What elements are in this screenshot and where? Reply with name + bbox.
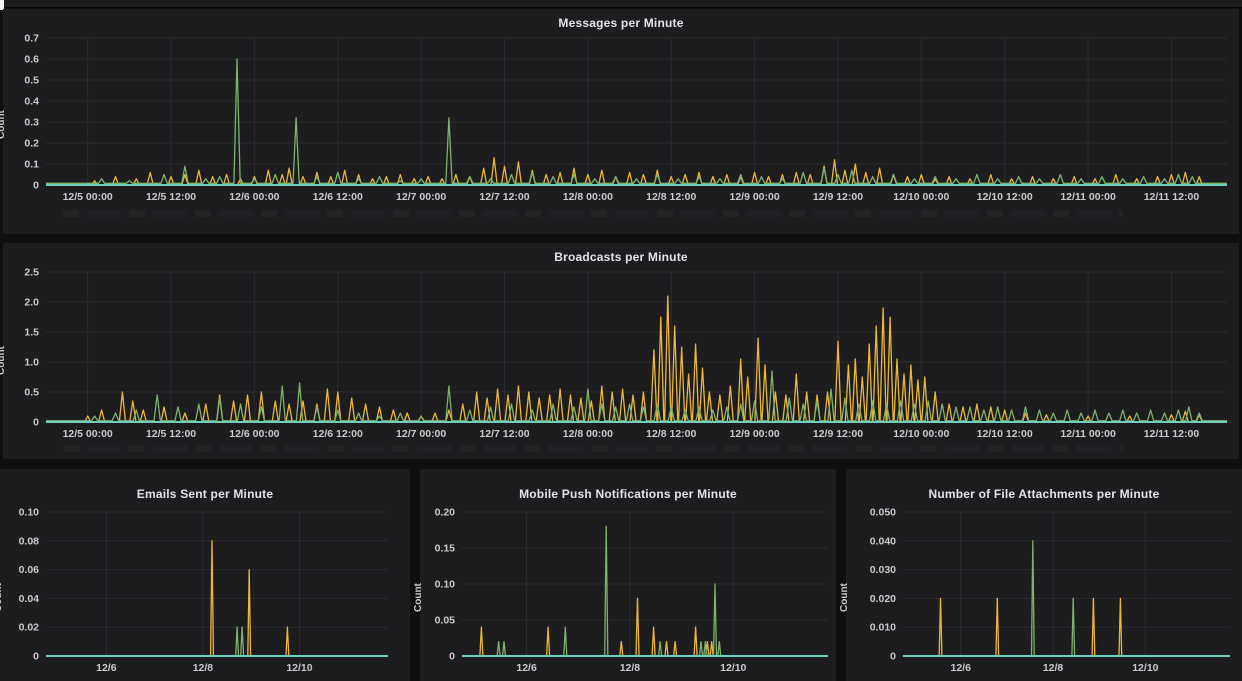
x-tick-label: 12/5 00:00 [63,428,113,440]
series-yellow [46,540,388,657]
y-tick-label: 0.08 [19,535,40,547]
x-tick-label: 12/6 00:00 [229,191,279,203]
panel-broadcasts-per-minute: Broadcasts per Minute Count 0 0.5 1.0 1.5 2.… [0,243,1239,459]
x-tick-label: 12/7 12:00 [479,191,529,203]
y-tick-label: 0 [890,651,896,663]
x-tick-label: 12/9 00:00 [729,428,779,440]
y-tick-label: 0.10 [435,579,456,591]
x-tick-label: 12/11 12:00 [1144,428,1200,440]
x-tick-label: 12/11 00:00 [1060,428,1116,440]
chart-file-attachments[interactable]: 0 0.010 0.020 0.030 0.040 0.050 12/6 12/8 12/10 [846,469,1242,681]
x-tick-label: 12/9 12:00 [813,191,863,203]
x-tick-label: 12/10 12:00 [977,428,1033,440]
panel-mobile-push-per-minute: Mobile Push Notifications per Minute Cou… [413,469,836,681]
x-tick-label: 12/8 [620,662,641,674]
y-tick-label: 0.6 [24,54,39,66]
panel-file-attachments-per-minute: Number of File Attachments per Minute Co… [839,469,1242,681]
y-tick-label: 0.4 [24,96,39,108]
panel-title[interactable]: Messages per Minute [558,16,684,30]
y-tick-label: 0.040 [870,535,896,547]
series-green [46,370,1227,422]
y-tick-label: 0.10 [19,507,40,519]
x-tick-label: 12/7 00:00 [396,428,446,440]
x-tick-label: 12/10 [720,662,746,674]
x-tick-label: 12/8 12:00 [646,428,696,440]
y-tick-label: 0.030 [870,564,896,576]
y-tick-label: 2.5 [24,267,39,279]
x-tick-label: 12/6 12:00 [313,191,363,203]
legend-faint-row [63,210,1123,217]
y-tick-label: 0 [33,651,39,663]
x-tick-label: 12/6 [96,662,117,674]
x-tick-label: 12/10 [286,662,312,674]
panel-title[interactable]: Emails Sent per Minute [136,487,274,501]
y-tick-label: 0.5 [24,387,39,399]
panel-title[interactable]: Number of File Attachments per Minute [928,487,1160,501]
y-tick-label: 0.05 [435,615,456,627]
y-tick-label: 0.1 [24,159,39,171]
legend-faint-row [63,445,1123,452]
y-tick-label: 0.020 [870,593,896,605]
y-tick-label: 0.050 [870,507,896,519]
x-tick-label: 12/10 00:00 [893,428,949,440]
chart-broadcasts[interactable]: 0 0.5 1.0 1.5 2.0 2.5 12/5 00:00 12/5 12:00 12/6… [3,243,1239,459]
y-tick-label: 0.02 [19,622,40,634]
chart-messages[interactable]: 0 0.1 0.2 0.3 0.4 0.5 0.6 0.7 12/5 00:00 12/5 12:… [3,9,1239,234]
x-tick-label: 12/10 12:00 [977,191,1033,203]
y-tick-label: 0.20 [435,507,456,519]
y-tick-label: 1.5 [24,327,39,339]
y-tick-label: 0.15 [435,543,456,555]
x-tick-label: 12/6 [516,662,537,674]
x-tick-label: 12/7 00:00 [396,191,446,203]
series-green [46,626,388,657]
y-tick-label: 2.0 [24,297,39,309]
x-tick-label: 12/9 12:00 [813,428,863,440]
y-tick-label: 0.04 [19,593,40,605]
x-tick-label: 12/8 00:00 [563,191,613,203]
y-tick-label: 0 [33,417,39,429]
x-tick-label: 12/9 00:00 [729,191,779,203]
x-tick-label: 12/5 12:00 [146,428,196,440]
y-tick-label: 0.3 [24,117,39,129]
y-tick-label: 0.7 [24,33,39,45]
x-tick-label: 12/5 00:00 [63,191,113,203]
x-tick-label: 12/6 12:00 [313,428,363,440]
panel-title[interactable]: Broadcasts per Minute [554,250,688,264]
chart-mobile-push[interactable]: 0 0.05 0.10 0.15 0.20 12/6 12/8 12/10 [420,469,836,681]
y-tick-label: 1.0 [24,357,39,369]
x-tick-label: 12/11 12:00 [1144,191,1200,203]
x-tick-label: 12/8 [193,662,214,674]
x-tick-label: 12/10 [1132,662,1158,674]
y-tick-label: 0 [449,651,455,663]
x-tick-label: 12/10 00:00 [893,191,949,203]
panel-messages-per-minute: Messages per Minute Count 0 0.1 0.2 0.3 0.4 0… [0,9,1239,234]
series-yellow [46,295,1227,423]
y-tick-label: 0.2 [24,138,39,150]
series-yellow [46,157,1227,186]
y-tick-label: 0.010 [870,622,896,634]
top-strip [0,0,1242,8]
series-green [46,58,1227,184]
x-tick-label: 12/6 00:00 [229,428,279,440]
y-tick-label: 0 [33,180,39,192]
x-tick-label: 12/7 12:00 [479,428,529,440]
series-green [462,525,828,657]
y-tick-label: 0.5 [24,75,39,87]
chart-emails[interactable]: 0 0.02 0.04 0.06 0.08 0.10 12/6 12/8 12/10 [0,469,410,681]
panel-emails-sent-per-minute: Emails Sent per Minute Count 0 0.02 0.04 0.… [0,469,410,681]
x-tick-label: 12/8 [1043,662,1064,674]
x-tick-label: 12/8 00:00 [563,428,613,440]
y-tick-label: 0.06 [19,564,40,576]
cursor-artifact [0,0,4,10]
x-tick-label: 12/5 12:00 [146,191,196,203]
panel-title[interactable]: Mobile Push Notifications per Minute [519,487,737,501]
x-tick-label: 12/6 [950,662,971,674]
series-yellow [462,597,828,657]
x-tick-label: 12/11 00:00 [1060,191,1116,203]
x-tick-label: 12/8 12:00 [646,191,696,203]
